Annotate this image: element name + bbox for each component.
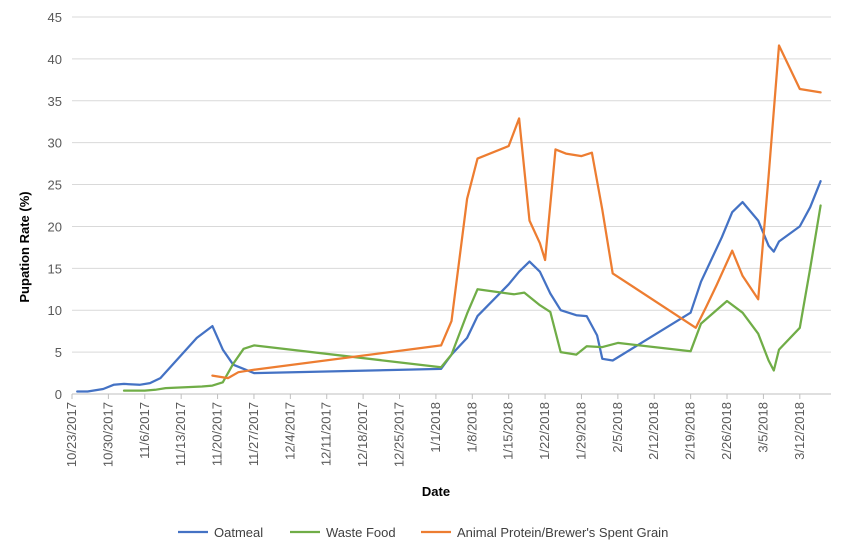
x-tick-label: 11/6/2017 (137, 402, 152, 459)
x-tick-label: 11/13/2017 (173, 402, 188, 466)
x-tick-label: 12/11/2017 (319, 402, 334, 466)
axes (71, 393, 831, 399)
y-tick-label: 30 (48, 136, 62, 151)
x-tick-label: 2/26/2018 (719, 402, 734, 460)
y-axis-title: Pupation Rate (%) (17, 191, 32, 302)
x-tick-label: 10/30/2017 (100, 402, 115, 467)
x-tick-label: 11/20/2017 (210, 402, 225, 466)
y-tick-label: 15 (48, 261, 62, 276)
legend: Oatmeal Waste Food Animal Protein/Brewer's… (178, 525, 668, 540)
x-axis-title: Date (422, 484, 450, 499)
series-line-0 (76, 180, 822, 393)
y-tick-label: 10 (48, 303, 62, 318)
x-tick-label: 1/8/2018 (464, 402, 479, 453)
legend-label: Waste Food (326, 525, 396, 540)
x-tick-label: 2/19/2018 (683, 402, 698, 460)
x-tick-label: 2/5/2018 (610, 402, 625, 453)
legend-label: Animal Protein/Brewer's Spent Grain (457, 525, 668, 540)
x-tick-label: 11/27/2017 (246, 402, 261, 466)
x-axis-ticks: 10/23/2017 10/30/2017 11/6/2017 11/13/2017 1… (64, 402, 807, 467)
series-line-1 (122, 204, 822, 392)
x-tick-label: 12/25/2017 (392, 402, 407, 467)
x-tick-label: 1/15/2018 (501, 402, 516, 460)
y-axis-ticks: 0 5 10 15 20 25 30 35 40 45 (48, 10, 62, 402)
x-tick-label: 1/22/2018 (537, 402, 552, 460)
series-lines (76, 44, 822, 393)
y-tick-label: 20 (48, 219, 62, 234)
x-tick-label: 12/4/2017 (282, 402, 297, 460)
y-tick-label: 25 (48, 178, 62, 193)
gridlines (72, 16, 831, 353)
x-tick-label: 2/12/2018 (646, 402, 661, 460)
x-tick-label: 3/5/2018 (755, 402, 770, 453)
series-line-2 (211, 44, 822, 380)
x-tick-label: 1/1/2018 (428, 402, 443, 453)
y-tick-label: 0 (55, 387, 62, 402)
y-tick-label: 5 (55, 345, 62, 360)
x-tick-label: 12/18/2017 (355, 402, 370, 467)
x-tick-label: 1/29/2018 (573, 402, 588, 460)
y-tick-label: 35 (48, 94, 62, 109)
x-tick-label: 3/12/2018 (792, 402, 807, 460)
x-tick-label: 10/23/2017 (64, 402, 79, 467)
y-tick-label: 40 (48, 52, 62, 67)
legend-label: Oatmeal (214, 525, 263, 540)
y-tick-label: 45 (48, 10, 62, 25)
